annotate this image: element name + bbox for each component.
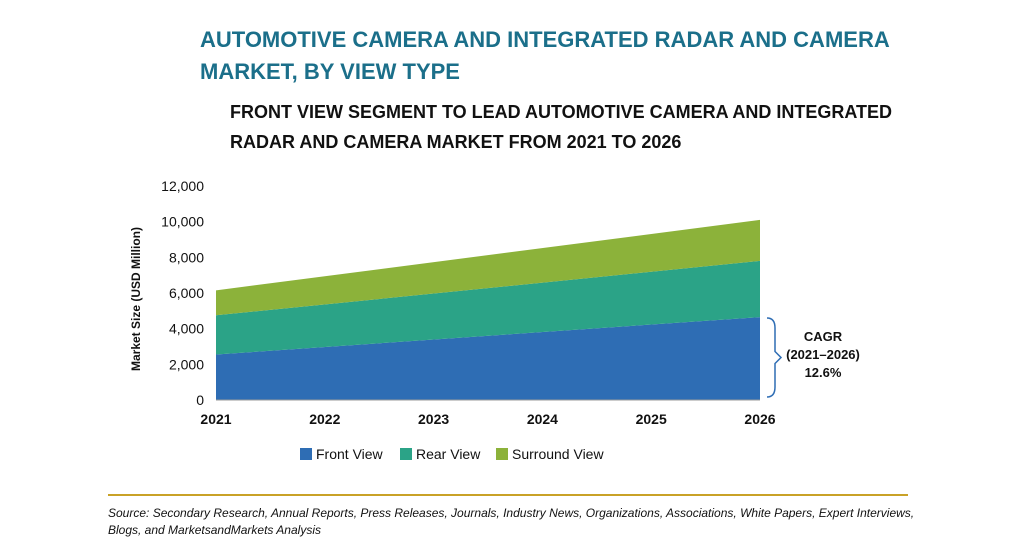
area-series-group (216, 219, 760, 400)
cagr-value: 12.6% (805, 365, 842, 380)
y-tick-label: 8,000 (169, 249, 204, 265)
x-tick-label: 2025 (636, 411, 667, 427)
x-tick-label: 2024 (527, 411, 558, 427)
x-tick-label: 2026 (744, 411, 775, 427)
chart-title: AUTOMOTIVE CAMERA AND INTEGRATED RADAR A… (200, 27, 889, 84)
legend-label: Surround View (512, 446, 604, 462)
legend-label: Rear View (416, 446, 481, 462)
y-tick-label: 10,000 (161, 214, 204, 230)
legend-swatch (400, 448, 412, 460)
legend-swatch (496, 448, 508, 460)
x-axis-ticks: 2021 2022 2023 2024 2025 2026 (200, 411, 775, 427)
x-tick-label: 2023 (418, 411, 449, 427)
area-rear-view (216, 260, 760, 355)
x-tick-label: 2022 (309, 411, 340, 427)
y-tick-label: 2,000 (169, 356, 204, 372)
area-front-view (216, 317, 760, 400)
cagr-period: (2021–2026) (786, 347, 860, 362)
area-surround-view (216, 219, 760, 316)
y-axis-label: Market Size (USD Million) (129, 227, 143, 371)
legend-label: Front View (316, 446, 384, 462)
y-tick-label: 6,000 (169, 285, 204, 301)
y-tick-label: 0 (196, 392, 204, 408)
y-tick-label: 12,000 (161, 178, 204, 194)
y-axis-ticks: 0 2,000 4,000 6,000 8,000 10,000 12,000 (161, 178, 204, 408)
y-tick-label: 4,000 (169, 321, 204, 337)
cagr-bracket (766, 317, 783, 398)
x-tick-label: 2021 (200, 411, 231, 427)
cagr-label: CAGR (804, 329, 843, 344)
chart-subtitle: FRONT VIEW SEGMENT TO LEAD AUTOMOTIVE CA… (230, 102, 893, 152)
source-note: Source: Secondary Research, Annual Repor… (108, 506, 915, 537)
legend-swatch (300, 448, 312, 460)
chart-legend: Front View Rear View Surround View (300, 446, 604, 462)
source-divider (108, 494, 908, 496)
